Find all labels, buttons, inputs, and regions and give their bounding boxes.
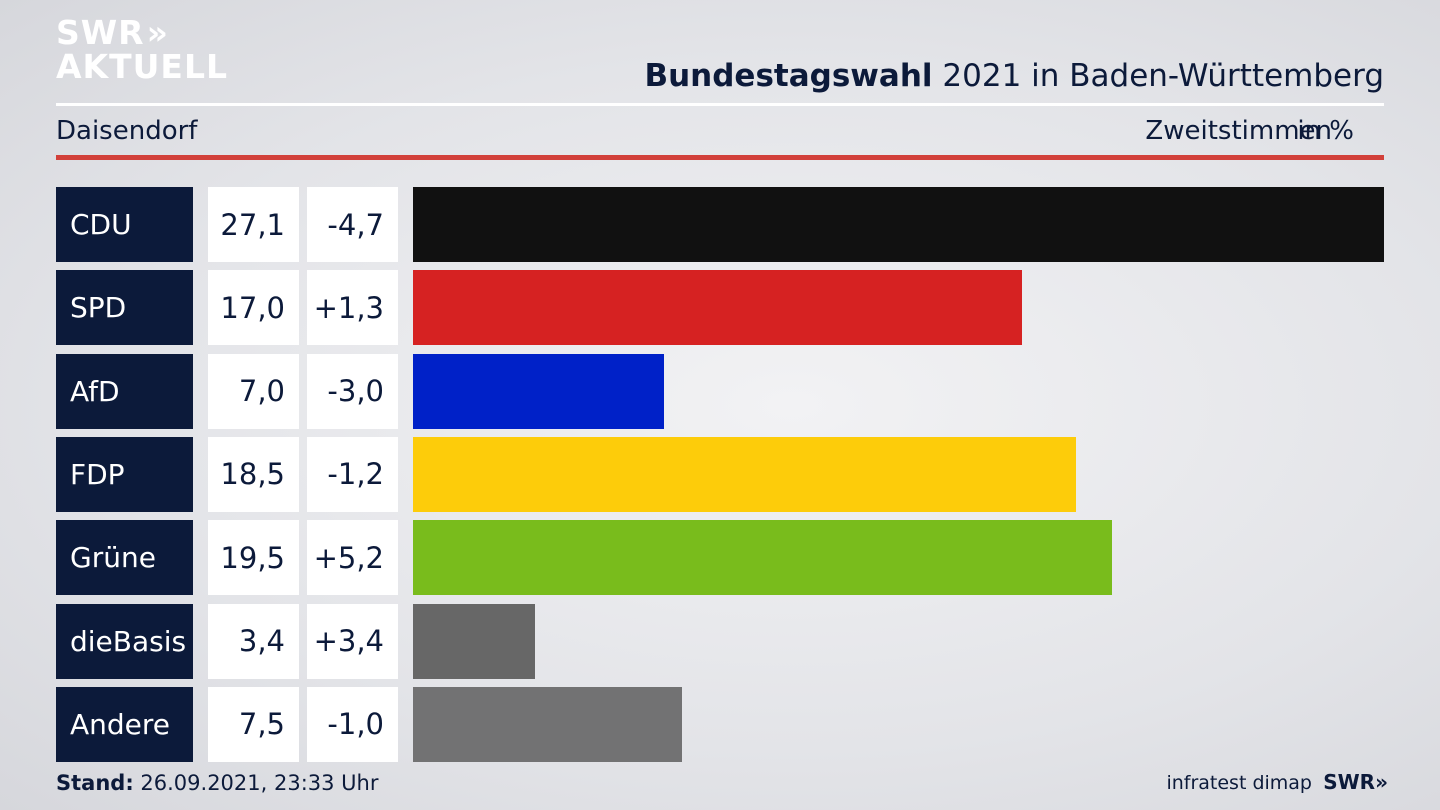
party-label: Andere xyxy=(56,686,193,762)
footer-brand: SWR xyxy=(1323,770,1376,794)
bar-row: AfD 7,0 -3,0 xyxy=(0,353,1440,429)
party-label: FDP xyxy=(56,436,193,512)
header-divider xyxy=(56,103,1384,106)
diff-label: +5,2 xyxy=(307,520,398,596)
bar-row: FDP 18,5 -1,2 xyxy=(0,436,1440,512)
chart-title-rest: 2021 in Baden-Württemberg xyxy=(932,58,1384,94)
chart-title: Bundestagswahl 2021 in Baden-Württemberg xyxy=(644,58,1384,94)
bar-row: CDU 27,1 -4,7 xyxy=(0,187,1440,262)
bar-row: Grüne 19,5 +5,2 xyxy=(0,520,1440,596)
party-label: AfD xyxy=(56,353,193,429)
value-label: 3,4 xyxy=(208,603,299,679)
swr-footer-logo: SWR» xyxy=(1323,770,1388,794)
value-label: 19,5 xyxy=(208,520,299,596)
bar xyxy=(413,436,1076,512)
logo-line-1: SWR xyxy=(56,13,145,52)
bar-row: SPD 17,0 +1,3 xyxy=(0,270,1440,346)
chart-title-bold: Bundestagswahl xyxy=(644,58,933,94)
value-label: 27,1 xyxy=(208,187,299,262)
logo-line-2: AKTUELL xyxy=(56,47,229,86)
timestamp: Stand: 26.09.2021, 23:33 Uhr xyxy=(56,771,379,795)
party-label: CDU xyxy=(56,187,193,262)
bar xyxy=(413,353,664,429)
data-source: infratest dimap xyxy=(1166,772,1312,794)
diff-label: +3,4 xyxy=(307,603,398,679)
value-label: 18,5 xyxy=(208,436,299,512)
bar xyxy=(413,686,682,762)
diff-label: -1,2 xyxy=(307,436,398,512)
value-label: 7,5 xyxy=(208,686,299,762)
region-name: Daisendorf xyxy=(56,116,198,146)
timestamp-value: 26.09.2021, 23:33 Uhr xyxy=(133,771,379,795)
bar xyxy=(413,603,535,679)
diff-label: +1,3 xyxy=(307,270,398,346)
value-label: 17,0 xyxy=(208,270,299,346)
party-label: Grüne xyxy=(56,520,193,596)
bar-row: dieBasis 3,4 +3,4 xyxy=(0,603,1440,679)
measure-label: Zweitstimmen xyxy=(1145,116,1332,146)
bar xyxy=(413,187,1384,262)
bar xyxy=(413,270,1022,346)
unit-label: in % xyxy=(1297,116,1354,146)
timestamp-label: Stand: xyxy=(56,771,134,795)
bar-row: Andere 7,5 -1,0 xyxy=(0,686,1440,762)
diff-label: -1,0 xyxy=(307,686,398,762)
footer-chevron-icon: » xyxy=(1375,770,1388,794)
party-label: SPD xyxy=(56,270,193,346)
diff-label: -3,0 xyxy=(307,353,398,429)
accent-divider xyxy=(56,155,1384,160)
bar xyxy=(413,520,1112,596)
swr-aktuell-logo: SWR» AKTUELL xyxy=(56,16,228,84)
party-label: dieBasis xyxy=(56,603,193,679)
diff-label: -4,7 xyxy=(307,187,398,262)
value-label: 7,0 xyxy=(208,353,299,429)
